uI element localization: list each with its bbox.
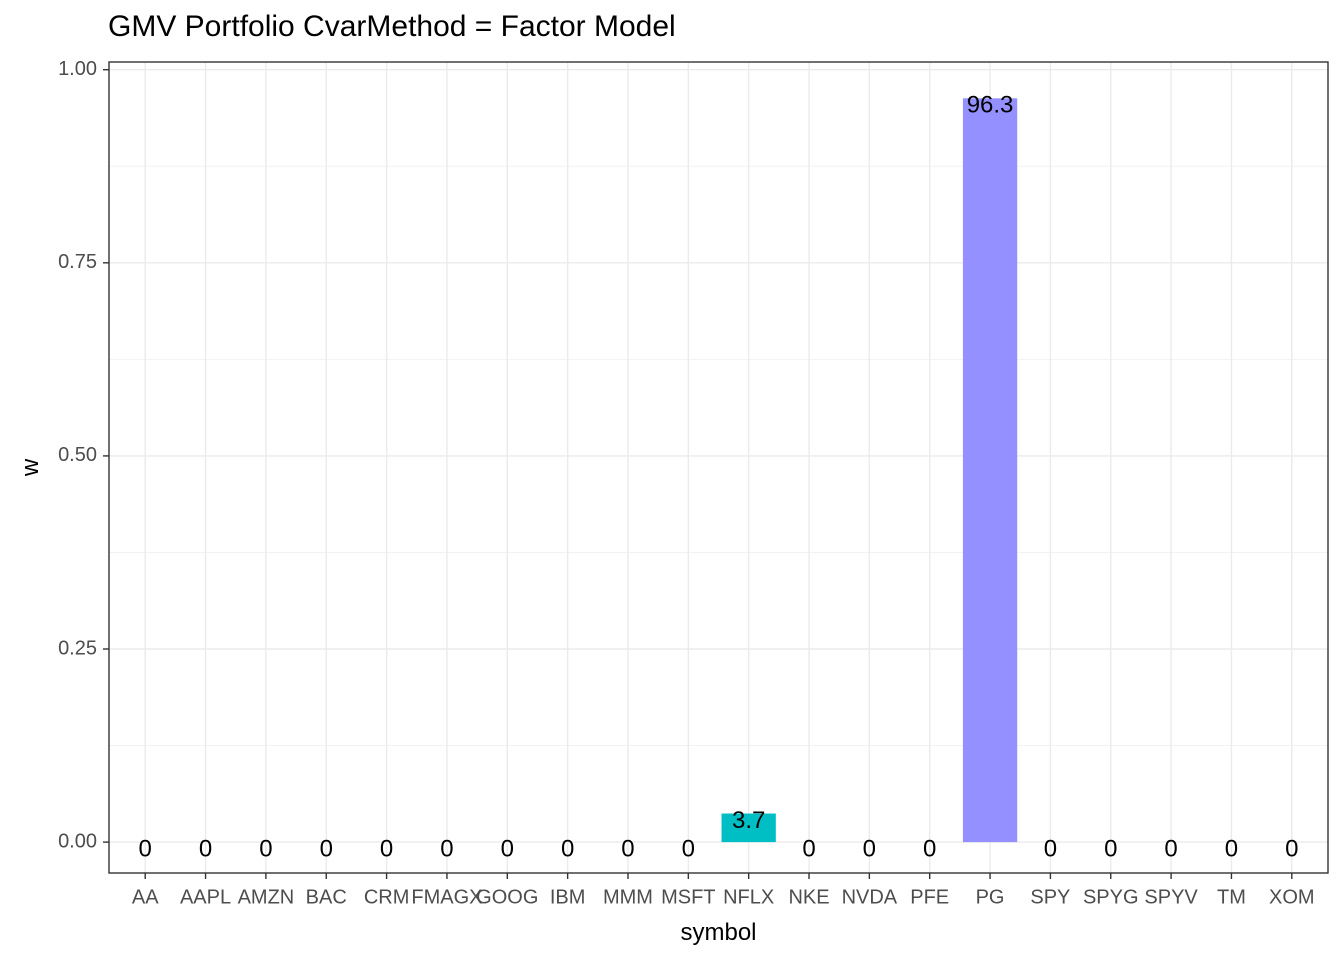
data-label-crm: 0: [380, 835, 393, 862]
plot-border: [108, 61, 1329, 874]
x-tick-label: IBM: [550, 886, 586, 908]
x-tick-label: BAC: [306, 886, 347, 908]
x-tick-label: AAPL: [180, 886, 231, 908]
data-label-ibm: 0: [561, 835, 574, 862]
x-tick-label: SPYG: [1083, 886, 1139, 908]
data-label-xom: 0: [1285, 835, 1298, 862]
x-tick-label: NFLX: [723, 886, 774, 908]
y-tick-label: 0.75: [58, 251, 97, 273]
data-labels: 0 0 0 0 0 0 0 0 0 0 3.7 0 0 0 96.3 0 0 0 0 0: [139, 92, 1299, 863]
x-tick-label: SPYV: [1144, 886, 1198, 908]
data-label-nvda: 0: [863, 835, 876, 862]
data-label-amzn: 0: [259, 835, 272, 862]
x-tick-label: GOOG: [476, 886, 538, 908]
y-axis: 0.00 0.25 0.50 0.75 1.00: [58, 58, 109, 852]
data-label-spy: 0: [1044, 835, 1057, 862]
bar-nflx: [721, 813, 776, 843]
x-tick-label: AMZN: [238, 886, 295, 908]
bar-pg: [962, 98, 1018, 843]
y-tick-label: 0.25: [58, 637, 97, 659]
bars: [721, 98, 1018, 843]
x-tick-label: AA: [132, 886, 159, 908]
plot-panel: [109, 62, 1328, 873]
x-tick-label: CRM: [364, 886, 410, 908]
x-tick-label: PG: [976, 886, 1005, 908]
x-tick-label: MSFT: [661, 886, 715, 908]
y-axis-title: w: [17, 458, 44, 477]
x-tick-label: XOM: [1269, 886, 1315, 908]
data-label-fmagx: 0: [440, 835, 453, 862]
data-label-msft: 0: [682, 835, 695, 862]
y-tick-label: 0.00: [58, 830, 97, 852]
data-label-bac: 0: [320, 835, 333, 862]
data-label-spyg: 0: [1104, 835, 1117, 862]
x-tick-label: SPY: [1030, 886, 1070, 908]
data-label-goog: 0: [501, 835, 514, 862]
y-tick-label: 0.50: [58, 444, 97, 466]
x-tick-label: MMM: [603, 886, 653, 908]
y-tick-label: 1.00: [58, 58, 97, 80]
data-label-nke: 0: [802, 835, 815, 862]
data-label-mmm: 0: [621, 835, 634, 862]
data-label-spyv: 0: [1164, 835, 1177, 862]
grid-major: [109, 62, 1328, 873]
data-label-nflx: 3.7: [732, 807, 765, 834]
data-label-tm: 0: [1225, 835, 1238, 862]
x-tick-label: NKE: [788, 886, 829, 908]
chart-title: GMV Portfolio CvarMethod = Factor Model: [108, 10, 676, 43]
x-tick-label: PFE: [910, 886, 949, 908]
x-axis-title: symbol: [680, 919, 756, 946]
x-tick-label: FMAGX: [411, 886, 482, 908]
grid-minor: [109, 165, 1328, 747]
data-label-aapl: 0: [199, 835, 212, 862]
data-label-pfe: 0: [923, 835, 936, 862]
x-tick-label: TM: [1217, 886, 1246, 908]
data-label-aa: 0: [139, 835, 152, 862]
x-tick-label: NVDA: [842, 886, 898, 908]
data-label-pg: 96.3: [967, 92, 1014, 119]
